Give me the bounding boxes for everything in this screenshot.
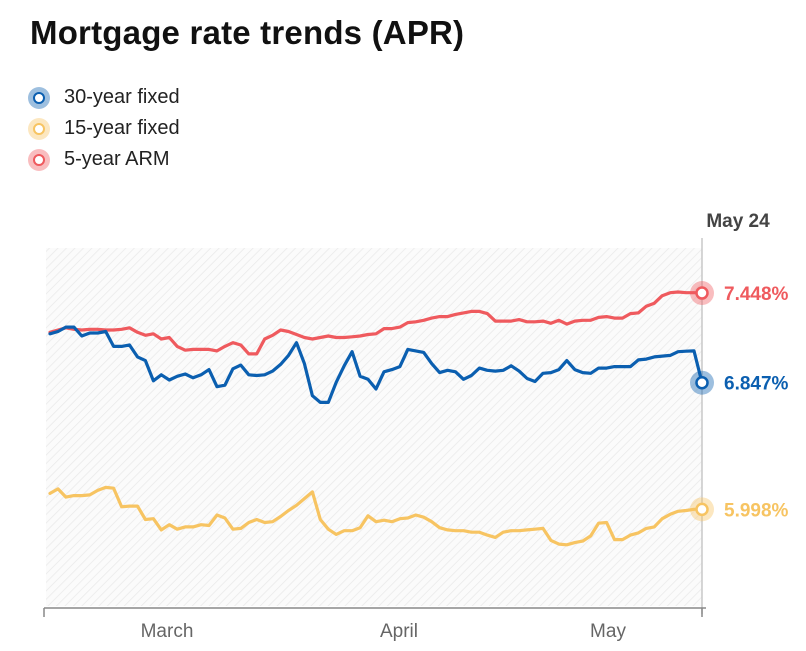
- end-point-marker-5-year-arm: [695, 286, 709, 300]
- legend-item-15-year: 15-year fixed: [28, 113, 180, 144]
- x-tick-label: March: [141, 621, 194, 642]
- end-value-label-15-year-fixed: 5.998%: [724, 500, 789, 521]
- end-date-label: May 24: [706, 211, 770, 232]
- series-line-15-year-fixed: [48, 485, 704, 547]
- legend-marker-icon: [28, 148, 50, 171]
- legend-marker-icon: [28, 86, 50, 109]
- x-tick-label: April: [380, 621, 418, 642]
- x-tick-label: May: [590, 621, 626, 642]
- legend-marker-icon: [28, 117, 50, 140]
- end-point-marker-15-year-fixed: [695, 502, 709, 517]
- series-line-30-year-fixed: [48, 325, 704, 404]
- end-value-label-5-year-arm: 7.448%: [724, 284, 789, 305]
- legend-label: 30-year fixed: [64, 86, 180, 108]
- plot-area: [46, 248, 702, 606]
- end-value-label-30-year-fixed: 6.847%: [724, 374, 789, 395]
- legend: 30-year fixed 15-year fixed 5-year ARM: [28, 82, 180, 175]
- legend-label: 15-year fixed: [64, 117, 180, 139]
- chart-title: Mortgage rate trends (APR): [30, 14, 465, 51]
- series-line-5-year-arm: [48, 290, 704, 356]
- legend-label: 5-year ARM: [64, 148, 170, 170]
- legend-item-30-year: 30-year fixed: [28, 82, 180, 113]
- legend-item-5-year-arm: 5-year ARM: [28, 144, 180, 175]
- end-point-marker-30-year-fixed: [695, 375, 709, 390]
